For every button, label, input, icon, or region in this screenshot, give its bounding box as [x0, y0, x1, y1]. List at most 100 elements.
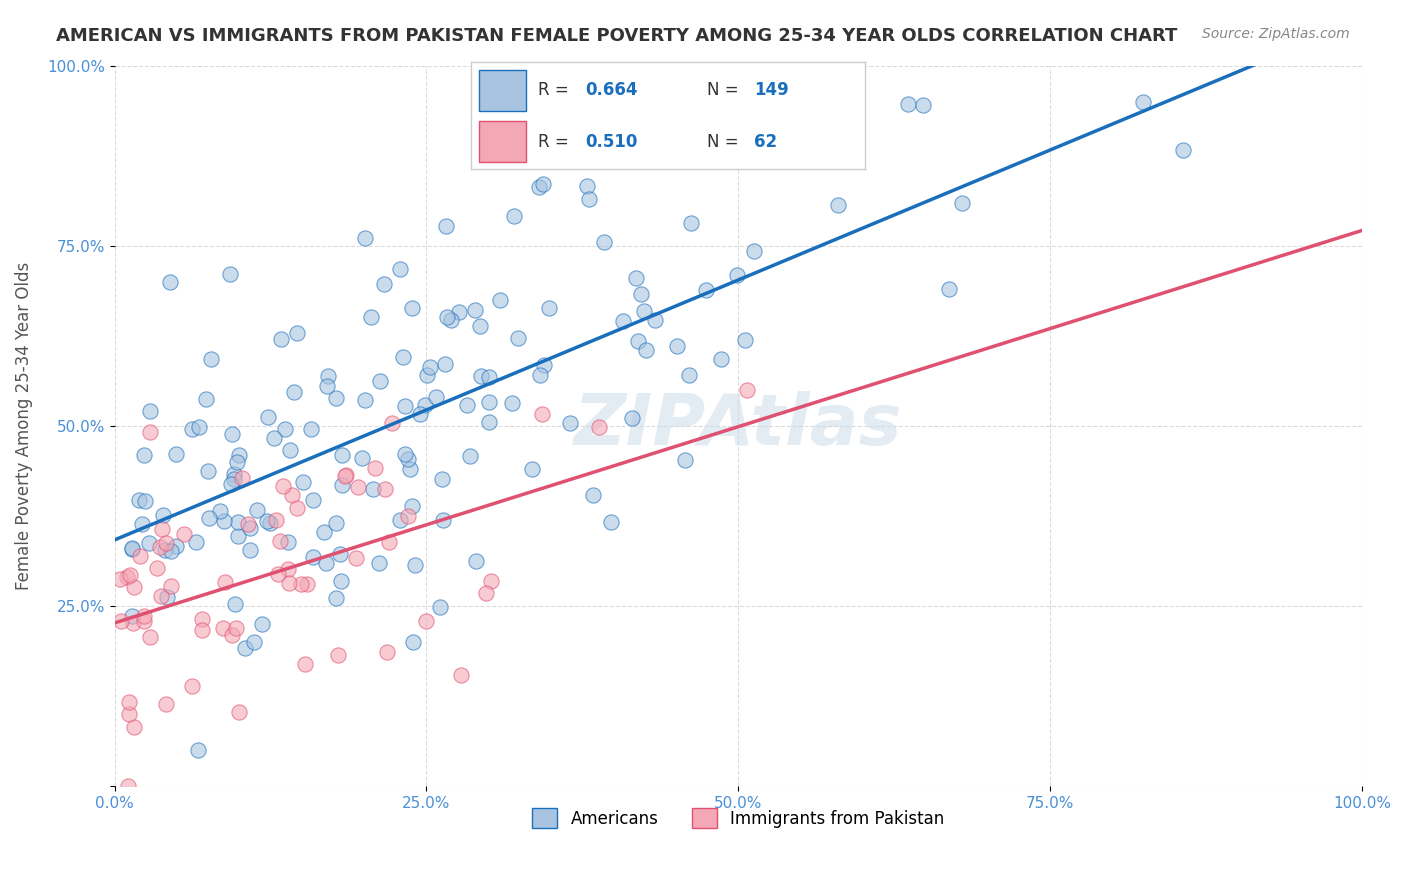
Point [501, 395, 523, 409]
Point [194, 392, 217, 406]
Point [173, 527, 195, 541]
Point [464, 554, 486, 568]
Point [332, 478, 354, 492]
Point [121, 541, 143, 555]
Point [122, 580, 145, 594]
Point [578, 192, 600, 206]
Point [329, 547, 352, 561]
Point [381, 416, 404, 430]
Point [630, 287, 652, 301]
Point [231, 471, 253, 485]
Point [330, 574, 353, 588]
Point [181, 679, 204, 693]
Point [290, 577, 312, 591]
Point [197, 511, 219, 525]
Point [430, 473, 453, 487]
Point [312, 524, 335, 539]
Text: N =: N = [707, 133, 744, 151]
Point [363, 461, 385, 475]
Point [470, 368, 492, 383]
Point [478, 394, 501, 409]
Point [256, 514, 278, 528]
Point [139, 425, 162, 440]
Point [353, 392, 375, 407]
Point [666, 338, 689, 352]
Point [283, 385, 305, 400]
Point [938, 282, 960, 296]
Point [184, 535, 207, 549]
Point [155, 536, 177, 550]
Point [394, 399, 416, 413]
Point [394, 447, 416, 461]
Point [527, 179, 550, 194]
Point [588, 420, 610, 434]
Point [139, 404, 162, 418]
Point [344, 551, 367, 566]
Point [627, 334, 650, 348]
Point [208, 504, 231, 518]
Point [152, 508, 174, 522]
Point [575, 179, 598, 194]
Point [315, 378, 337, 392]
Point [644, 313, 666, 327]
Text: 149: 149 [755, 81, 789, 99]
Point [520, 462, 543, 476]
Point [316, 369, 339, 384]
Point [297, 577, 319, 591]
Point [259, 516, 281, 530]
Point [673, 453, 696, 467]
Point [285, 326, 308, 341]
Point [695, 283, 717, 297]
Point [440, 312, 463, 326]
Text: ZIPAtlas: ZIPAtlas [574, 392, 903, 460]
Point [679, 216, 702, 230]
Point [156, 590, 179, 604]
Point [128, 549, 150, 564]
Text: Source: ZipAtlas.com: Source: ZipAtlas.com [1202, 27, 1350, 41]
Point [121, 609, 143, 624]
Text: 0.510: 0.510 [585, 133, 637, 151]
Point [269, 534, 291, 549]
Point [330, 448, 353, 462]
Point [911, 98, 934, 112]
Point [149, 541, 172, 555]
Point [302, 492, 325, 507]
Point [478, 370, 501, 384]
Point [503, 209, 526, 223]
Point [478, 415, 501, 429]
Point [599, 516, 621, 530]
Point [388, 262, 411, 277]
Point [233, 640, 256, 655]
Point [134, 448, 156, 462]
Point [153, 542, 176, 557]
Point [188, 420, 211, 434]
Point [458, 449, 481, 463]
Point [401, 301, 423, 315]
Point [299, 422, 322, 436]
Point [239, 542, 262, 557]
Point [118, 695, 141, 709]
Point [450, 668, 472, 682]
Point [360, 310, 382, 324]
Point [897, 97, 920, 112]
Point [270, 332, 292, 346]
Point [285, 500, 308, 515]
Point [325, 591, 347, 605]
Point [375, 645, 398, 659]
Point [506, 331, 529, 345]
Point [115, 569, 138, 583]
Text: 0.664: 0.664 [585, 81, 638, 99]
Point [479, 574, 502, 588]
Text: N =: N = [707, 81, 744, 99]
Point [132, 615, 155, 629]
Point [302, 550, 325, 565]
FancyBboxPatch shape [479, 121, 526, 162]
Point [582, 488, 605, 502]
Point [456, 398, 478, 412]
Point [634, 343, 657, 357]
Point [950, 196, 973, 211]
Point [138, 536, 160, 550]
Point [256, 409, 278, 424]
Point [159, 275, 181, 289]
Point [374, 482, 396, 496]
